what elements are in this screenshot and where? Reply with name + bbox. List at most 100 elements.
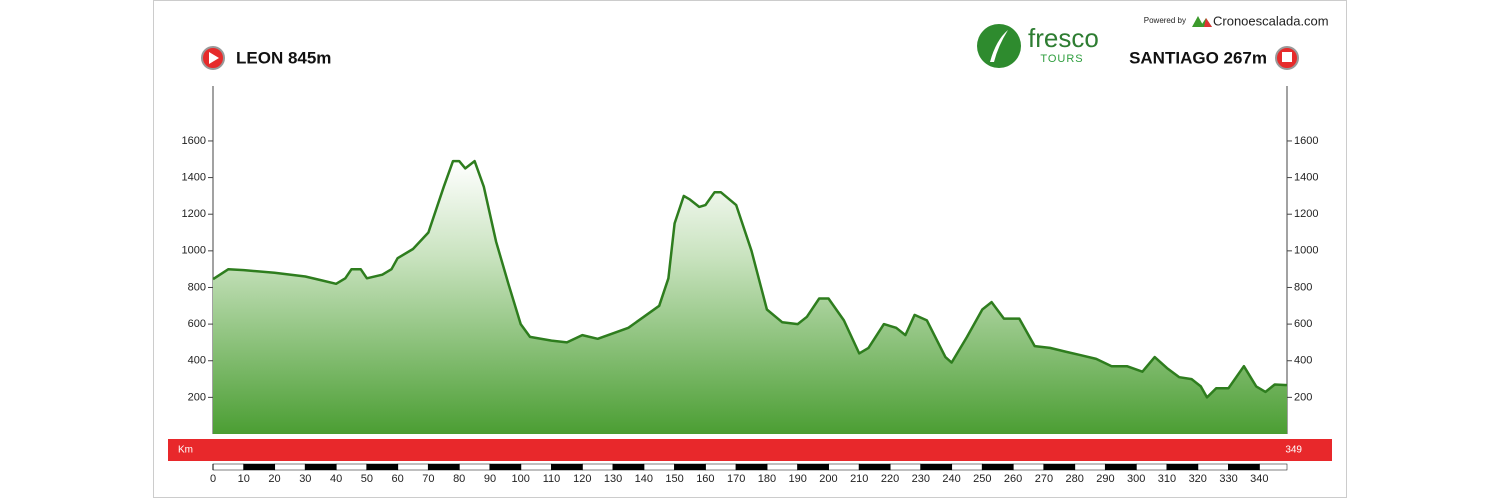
x-tick-label: 160 (696, 473, 714, 485)
km-segment (458, 463, 491, 471)
powered-by: Powered by (1144, 16, 1186, 25)
km-segment (797, 463, 829, 471)
brand-name: fresco (1028, 23, 1099, 53)
km-segment (766, 463, 798, 471)
km-segment (305, 463, 337, 471)
x-tick-label: 290 (1096, 473, 1114, 485)
y-tick-label-right: 400 (1294, 355, 1312, 367)
provider: Cronoescalada.com (1213, 13, 1329, 28)
y-tick-label: 400 (188, 355, 206, 367)
elevation-line (212, 159, 1288, 399)
y-tick-label: 1200 (182, 208, 206, 220)
x-tick-label: 110 (543, 473, 561, 485)
y-tick-label-right: 1200 (1294, 208, 1318, 220)
km-segment (520, 463, 552, 471)
y-tick-label: 800 (188, 281, 206, 293)
x-tick-label: 70 (422, 473, 434, 485)
x-tick-label: 90 (484, 473, 496, 485)
start-icon-arrow (209, 52, 219, 64)
km-segment (858, 463, 891, 471)
elevation-area (213, 161, 1287, 434)
x-tick-label: 30 (299, 473, 311, 485)
x-tick-label: 140 (635, 473, 653, 485)
y-tick-label-right: 200 (1294, 391, 1312, 403)
km-segment (274, 463, 306, 471)
x-tick-label: 340 (1250, 473, 1268, 485)
km-segment (1074, 463, 1106, 471)
x-tick-label: 250 (973, 473, 991, 485)
km-segment (397, 463, 429, 471)
x-tick-label: 80 (453, 473, 465, 485)
y-tick-label: 1600 (182, 135, 206, 147)
km-segment (335, 463, 368, 471)
end-label: SANTIAGO 267m (1129, 48, 1267, 67)
km-segment (489, 463, 521, 471)
x-tick-label: 280 (1065, 473, 1083, 485)
brand-sub: TOURS (1040, 53, 1083, 65)
x-tick-label: 170 (727, 473, 745, 485)
km-segment (1043, 463, 1075, 471)
x-tick-label: 130 (604, 473, 622, 485)
distance-total: 349 (1285, 445, 1302, 456)
y-tick-label: 200 (188, 391, 206, 403)
x-tick-label: 220 (881, 473, 899, 485)
end-icon-flag (1282, 52, 1292, 62)
x-tick-label: 300 (1127, 473, 1145, 485)
x-tick-label: 150 (665, 473, 683, 485)
x-tick-label: 260 (1004, 473, 1022, 485)
provider-logo-red (1204, 18, 1212, 27)
km-segment (212, 463, 245, 471)
x-tick-label: 180 (758, 473, 776, 485)
km-segment (366, 463, 398, 471)
x-tick-label: 10 (238, 473, 250, 485)
x-tick-label: 100 (512, 473, 530, 485)
km-segment (1259, 463, 1288, 471)
y-tick-label: 1000 (182, 245, 206, 257)
km-segment (1197, 463, 1229, 471)
y-tick-label-right: 600 (1294, 318, 1312, 330)
km-segment (889, 463, 922, 471)
x-tick-label: 210 (850, 473, 868, 485)
km-segment (1228, 463, 1260, 471)
km-segment (705, 463, 737, 471)
km-segment (828, 463, 860, 471)
distance-bar (168, 439, 1332, 461)
km-segment (951, 463, 983, 471)
km-segment (1166, 463, 1199, 471)
km-segment (982, 463, 1014, 471)
km-segment (428, 463, 460, 471)
y-tick-label-right: 800 (1294, 281, 1312, 293)
km-segment (735, 463, 768, 471)
x-tick-label: 50 (361, 473, 373, 485)
x-tick-label: 240 (942, 473, 960, 485)
start-label: LEON 845m (236, 48, 331, 67)
x-tick-label: 20 (268, 473, 280, 485)
y-tick-label: 600 (188, 318, 206, 330)
x-tick-label: 270 (1035, 473, 1053, 485)
km-segment (1012, 463, 1045, 471)
x-tick-label: 120 (573, 473, 591, 485)
distance-unit: Km (178, 445, 193, 456)
x-tick-label: 200 (819, 473, 837, 485)
y-tick-label-right: 1400 (1294, 171, 1318, 183)
km-segment (643, 463, 675, 471)
km-segment (1105, 463, 1137, 471)
km-segment (612, 463, 645, 471)
x-tick-label: 60 (392, 473, 404, 485)
x-tick-label: 0 (210, 473, 216, 485)
x-tick-label: 320 (1189, 473, 1207, 485)
km-segment (243, 463, 275, 471)
x-tick-label: 190 (789, 473, 807, 485)
km-segment (920, 463, 952, 471)
km-segment (551, 463, 583, 471)
km-segment (674, 463, 706, 471)
x-tick-label: 40 (330, 473, 342, 485)
x-tick-label: 230 (912, 473, 930, 485)
km-segment (1135, 463, 1168, 471)
y-tick-label: 1400 (182, 171, 206, 183)
x-tick-label: 330 (1219, 473, 1237, 485)
y-tick-label-right: 1000 (1294, 245, 1318, 257)
km-segment (582, 463, 614, 471)
x-tick-label: 310 (1158, 473, 1176, 485)
